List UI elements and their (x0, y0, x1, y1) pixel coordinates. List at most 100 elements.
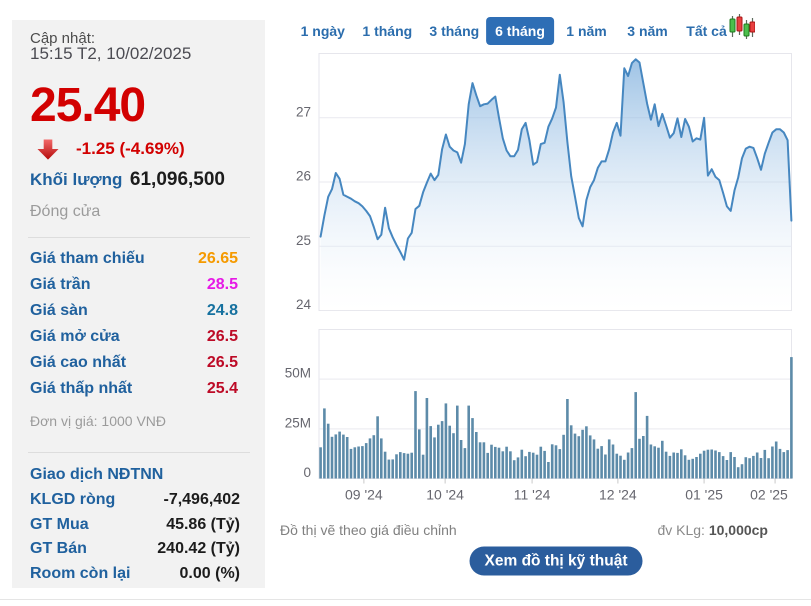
volume-bar (653, 446, 656, 479)
foreign-trade-label: Room còn lại (30, 564, 131, 582)
volume-bar (585, 426, 588, 479)
price-unit-note: Đơn vị giá: 1000 VNĐ (30, 413, 167, 429)
bottom-divider (0, 599, 811, 600)
volume-bar (569, 425, 573, 479)
update-label: Cập nhật: (30, 30, 96, 47)
volume-bar (767, 458, 770, 479)
volume-bar (763, 449, 767, 479)
volume-bar (505, 446, 508, 479)
volume-bar (695, 457, 698, 479)
volume-bar (642, 436, 645, 479)
price-axis-label: 24 (296, 297, 312, 312)
volume-unit-note: đv KLg: 10,000cp (657, 522, 768, 538)
quote-sidebar: Cập nhật: 15:15 T2, 10/02/2025 25.40 -1.… (12, 20, 265, 588)
volume-bar (771, 446, 774, 479)
volume-bar (661, 440, 664, 479)
price-levels-table: Giá tham chiếu 26.65 Giá trần 28.5 Giá sàn 24… (30, 246, 238, 402)
volume-bar (524, 456, 527, 479)
volume-bar (383, 451, 387, 479)
price-level-value: 28.5 (206, 276, 238, 293)
volume-bar (733, 457, 736, 479)
volume-bar (319, 447, 322, 479)
volume-bar (528, 451, 531, 479)
volume-bar (577, 436, 581, 479)
price-axis-label: 27 (296, 104, 311, 119)
price-level-value: 26.5 (206, 328, 238, 345)
price-level-label: Giá sàn (30, 302, 88, 319)
volume-bar (687, 459, 691, 479)
volume-label: Khối lượng (30, 170, 123, 189)
foreign-trade-title: Giao dịch NĐTNN (30, 466, 164, 483)
volume-bar (581, 429, 584, 479)
foreign-trade-value: -7,496,402 (163, 491, 240, 509)
volume-bar (645, 415, 649, 479)
volume-bar (342, 434, 345, 479)
volume-axis-label: 25M (285, 415, 311, 430)
tab-1-năm[interactable]: 1 năm (566, 23, 607, 39)
volume-bar (778, 448, 782, 479)
price-level-row: Giá thấp nhất 25.4 (30, 376, 238, 402)
last-price: 25.40 (30, 79, 146, 132)
volume-bar (547, 462, 550, 479)
volume-bar (626, 452, 630, 479)
volume-bar (467, 405, 470, 479)
volume-bar (478, 442, 482, 479)
volume-bar (399, 452, 402, 479)
candlestick-chart-icon[interactable] (728, 13, 755, 40)
update-timestamp: 15:15 T2, 10/02/2025 (30, 44, 192, 63)
volume-bar (562, 434, 565, 479)
volume-bar (736, 467, 740, 479)
month-label: 02 '25 (750, 487, 788, 503)
month-label: 11 '24 (514, 487, 551, 503)
volume-bar (619, 455, 622, 479)
volume-bar (391, 459, 394, 479)
volume-bar (649, 444, 653, 479)
volume-bar (475, 432, 478, 479)
volume-bar (607, 439, 611, 479)
volume-bar (718, 452, 721, 479)
foreign-trade-row: GT Bán 240.42 (Tỷ) (30, 537, 240, 562)
tab-3-tháng[interactable]: 3 tháng (429, 23, 480, 39)
foreign-trade-row: Room còn lại 0.00 (%) (30, 562, 240, 587)
tab-6-tháng[interactable]: 6 tháng (486, 17, 554, 45)
volume-bar (456, 405, 459, 479)
volume-bar (418, 429, 421, 479)
foreign-trade-row: KLGD ròng -7,496,402 (30, 488, 240, 513)
volume-bar (699, 453, 702, 479)
volume-bar (573, 433, 577, 479)
volume-bar (414, 391, 417, 479)
volume-bar (516, 457, 520, 479)
volume-bar (406, 453, 410, 479)
price-axis-label: 25 (296, 233, 311, 248)
tab-1-ngày[interactable]: 1 ngày (300, 23, 345, 39)
price-level-value: 26.65 (197, 250, 238, 267)
volume-bar (326, 423, 330, 479)
price-level-value: 25.4 (206, 380, 238, 397)
volume-bar (368, 438, 372, 479)
volume-bar (634, 392, 637, 479)
tab-Tất-cả[interactable]: Tất cả (686, 23, 727, 39)
volume-bar (471, 418, 474, 479)
price-level-label: Giá thấp nhất (30, 380, 133, 397)
session-status: Đóng cửa (30, 203, 101, 220)
technical-chart-button[interactable]: Xem đồ thị kỹ thuật (469, 546, 643, 576)
volume-bar (714, 450, 717, 479)
volume-value: 61,096,500 (129, 169, 225, 190)
volume-bar (786, 450, 789, 479)
volume-bar (387, 459, 391, 479)
volume-bar (433, 437, 436, 479)
month-label: 09 '24 (345, 487, 383, 503)
tab-3-năm[interactable]: 3 năm (627, 23, 668, 39)
volume-row: Khối lượng 61,096,500 (30, 169, 225, 191)
tab-1-tháng[interactable]: 1 tháng (362, 23, 413, 39)
volume-bar (497, 447, 501, 479)
volume-bar (774, 441, 778, 479)
volume-bar (338, 431, 341, 479)
volume-bar (600, 446, 603, 479)
volume-bar (740, 464, 744, 479)
volume-bar (501, 451, 505, 479)
price-level-value: 26.5 (206, 354, 238, 371)
foreign-trade-label: GT Mua (30, 515, 89, 533)
volume-bar (448, 425, 451, 479)
